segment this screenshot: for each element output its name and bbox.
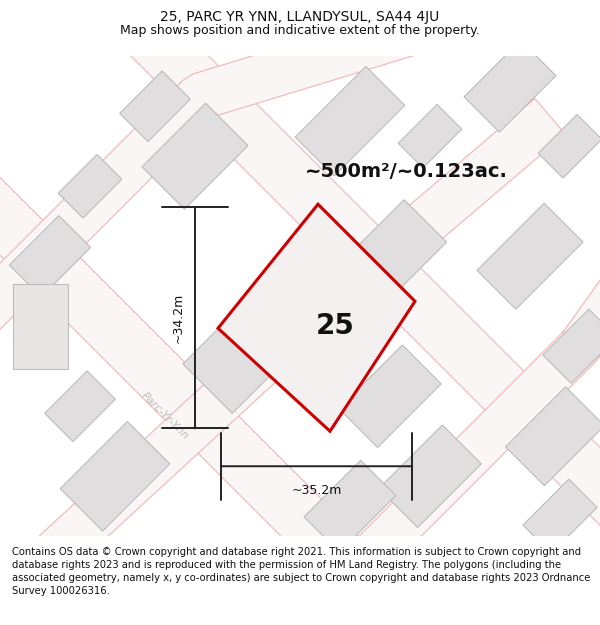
Polygon shape bbox=[13, 284, 67, 369]
Polygon shape bbox=[334, 194, 600, 592]
Text: Parc-Yr-Ynn: Parc-Yr-Ynn bbox=[139, 391, 191, 442]
Polygon shape bbox=[0, 167, 370, 586]
Text: 25: 25 bbox=[316, 312, 355, 340]
Polygon shape bbox=[10, 216, 91, 297]
Polygon shape bbox=[339, 345, 441, 448]
Polygon shape bbox=[119, 71, 190, 142]
Text: ~500m²/~0.123ac.: ~500m²/~0.123ac. bbox=[305, 162, 508, 181]
Text: ~34.2m: ~34.2m bbox=[172, 292, 185, 343]
Polygon shape bbox=[398, 104, 462, 168]
Text: Contains OS data © Crown copyright and database right 2021. This information is : Contains OS data © Crown copyright and d… bbox=[12, 548, 590, 596]
Text: Map shows position and indicative extent of the property.: Map shows position and indicative extent… bbox=[120, 24, 480, 37]
Polygon shape bbox=[379, 425, 481, 528]
Polygon shape bbox=[304, 460, 396, 552]
Polygon shape bbox=[218, 204, 415, 431]
Polygon shape bbox=[0, 4, 437, 342]
Polygon shape bbox=[14, 99, 565, 594]
Polygon shape bbox=[538, 114, 600, 178]
Polygon shape bbox=[58, 154, 122, 218]
Polygon shape bbox=[295, 66, 405, 176]
Polygon shape bbox=[142, 103, 248, 209]
Text: ~35.2m: ~35.2m bbox=[292, 484, 341, 498]
Polygon shape bbox=[131, 17, 600, 536]
Polygon shape bbox=[523, 479, 597, 553]
Polygon shape bbox=[60, 421, 170, 531]
Polygon shape bbox=[477, 203, 583, 309]
Polygon shape bbox=[543, 309, 600, 383]
Text: 25, PARC YR YNN, LLANDYSUL, SA44 4JU: 25, PARC YR YNN, LLANDYSUL, SA44 4JU bbox=[160, 11, 440, 24]
Polygon shape bbox=[183, 279, 317, 413]
Polygon shape bbox=[506, 387, 600, 486]
Polygon shape bbox=[464, 40, 556, 132]
Polygon shape bbox=[334, 199, 446, 313]
Polygon shape bbox=[44, 371, 115, 442]
